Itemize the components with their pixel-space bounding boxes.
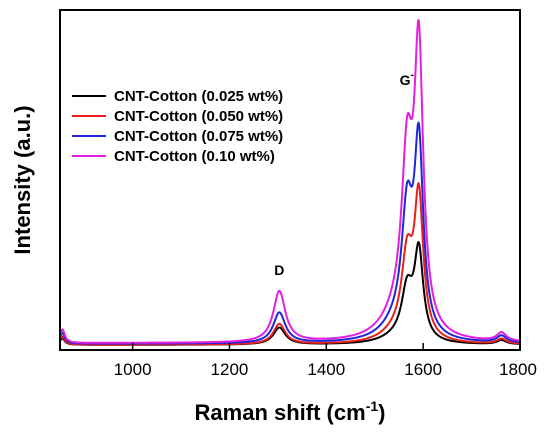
series-group (59, 19, 521, 346)
x-tick-label: 1800 (499, 360, 537, 379)
x-ticks: 1000 1200 1400 1600 1800 (114, 343, 537, 379)
x-tick-label: 1000 (114, 360, 152, 379)
legend-label-2: CNT-Cotton (0.050 wt%) (114, 108, 283, 125)
plot-frame (59, 9, 521, 351)
x-tick-label: 1400 (307, 360, 345, 379)
y-axis-label: Intensity (a.u.) (10, 105, 35, 254)
peak-annotations: DG-G+ (274, 70, 414, 278)
x-tick-label: 1200 (211, 360, 249, 379)
legend-label-3: CNT-Cotton (0.075 wt%) (114, 128, 283, 145)
peak-label-1: D (274, 262, 284, 278)
series-line-2 (59, 182, 521, 346)
x-tick-label: 1600 (404, 360, 442, 379)
legend: CNT-Cotton (0.025 wt%) CNT-Cotton (0.050 … (72, 88, 283, 165)
legend-label-4: CNT-Cotton (0.10 wt%) (114, 148, 275, 165)
legend-label-1: CNT-Cotton (0.025 wt%) (114, 88, 283, 105)
x-axis-label: Raman shift (cm-1) (195, 398, 386, 425)
series-line-4 (59, 19, 521, 344)
peak-label-2: G- (400, 70, 414, 88)
